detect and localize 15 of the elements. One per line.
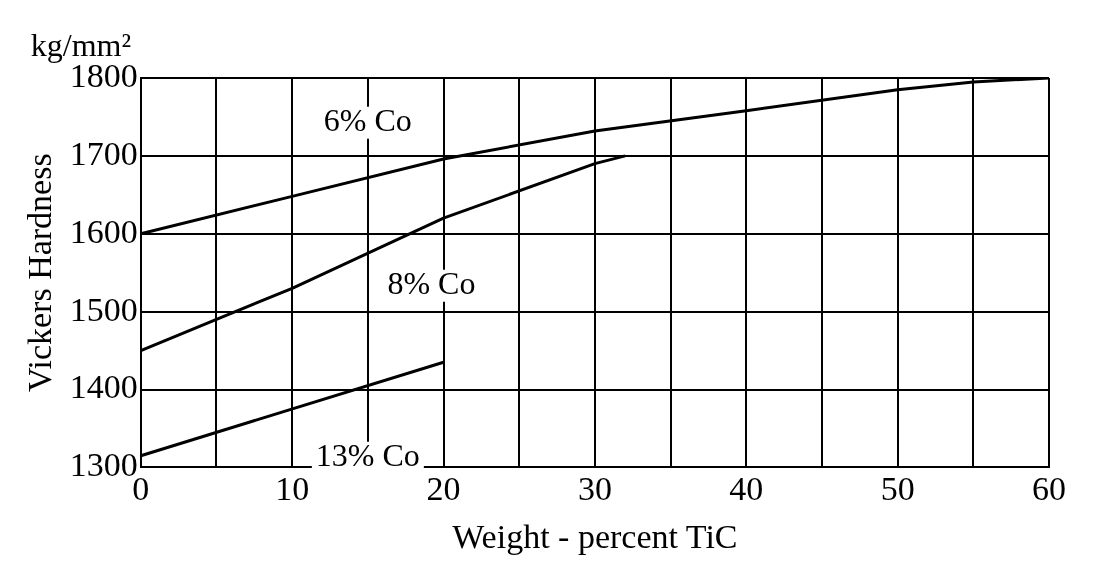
x-tick-label: 40 [729, 469, 764, 507]
x-tick-label: 50 [880, 469, 915, 507]
y-tick-label: 1600 [69, 212, 138, 250]
x-tick-label: 10 [275, 469, 310, 507]
x-axis-title: Weight - percent TiC [452, 517, 738, 555]
x-tick-label: 60 [1032, 469, 1066, 507]
y-tick-label: 1500 [69, 290, 138, 328]
series-label: 6% Co [323, 102, 412, 139]
y-tick-label: 1700 [69, 134, 138, 172]
series-label: 8% Co [387, 265, 476, 302]
x-tick-label: 30 [577, 469, 612, 507]
x-tick-label: 20 [426, 469, 461, 507]
y-axis-title: Vickers Hardness [21, 153, 59, 393]
y-tick-label: 1400 [69, 368, 138, 406]
series-label: 13% Co [315, 437, 420, 474]
